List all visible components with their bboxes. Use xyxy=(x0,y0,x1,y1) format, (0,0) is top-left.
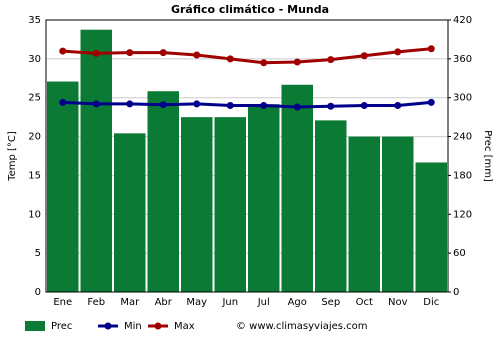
line xyxy=(62,47,432,65)
point xyxy=(159,101,167,109)
point xyxy=(126,100,134,108)
chart-title: Gráfico climático - Munda xyxy=(171,3,329,16)
point xyxy=(59,98,67,106)
point xyxy=(394,101,402,109)
watermark: © www.climasyviajes.com xyxy=(236,321,368,332)
y2-tick-label: 420 xyxy=(453,15,472,26)
y2-tick-label: 180 xyxy=(453,170,472,181)
point xyxy=(226,101,234,109)
y-tick-label: 30 xyxy=(28,54,41,65)
x-tick-label: Dic xyxy=(423,297,439,308)
point xyxy=(193,51,201,59)
point xyxy=(59,47,67,55)
bar xyxy=(315,120,347,292)
bar xyxy=(248,104,280,292)
bar xyxy=(181,117,213,293)
legend-swatch xyxy=(104,322,112,330)
point xyxy=(92,100,100,108)
x-tick-label: Jun xyxy=(221,297,238,308)
point xyxy=(293,103,301,111)
legend-swatch xyxy=(25,321,45,331)
y-tick-label: 25 xyxy=(28,93,41,104)
y2-tick-label: 120 xyxy=(453,209,472,220)
x-tick-label: Sep xyxy=(321,297,340,308)
point xyxy=(260,59,268,67)
point xyxy=(293,58,301,66)
plot-frame xyxy=(45,19,449,293)
point xyxy=(327,56,335,64)
point xyxy=(159,49,167,57)
point xyxy=(92,49,100,57)
bar xyxy=(147,91,179,292)
y2-tick-label: 360 xyxy=(453,54,472,65)
x-tick-label: Nov xyxy=(388,297,408,308)
legend-label: Max xyxy=(174,321,195,332)
bar xyxy=(114,133,146,292)
y-tick-label: 20 xyxy=(28,132,41,143)
x-tick-label: Mar xyxy=(120,297,140,308)
y-tick-label: 10 xyxy=(28,209,41,220)
bar xyxy=(281,84,313,292)
bar xyxy=(214,117,246,293)
legend-label: Prec xyxy=(51,321,72,332)
bar xyxy=(382,136,414,292)
bar xyxy=(348,136,380,292)
y-axis-label: Temp [°C] xyxy=(7,131,18,182)
x-tick-label: Feb xyxy=(87,297,105,308)
x-tick-label: Ene xyxy=(53,297,72,308)
bar xyxy=(47,81,79,293)
y2-axis-label: Prec [mm] xyxy=(482,130,493,182)
legend-swatch xyxy=(154,322,162,330)
y2-tick-label: 240 xyxy=(453,132,472,143)
y-tick-label: 5 xyxy=(35,248,41,259)
point xyxy=(360,101,368,109)
y2-tick-label: 60 xyxy=(453,248,466,259)
bar xyxy=(415,162,447,292)
y2-tick-label: 300 xyxy=(453,93,472,104)
y-tick-label: 35 xyxy=(28,15,41,26)
point xyxy=(226,55,234,63)
x-tick-label: Abr xyxy=(155,297,173,308)
point xyxy=(126,49,134,57)
x-tick-label: Ago xyxy=(288,297,307,308)
legend-label: Min xyxy=(124,321,142,332)
y2-tick-label: 0 xyxy=(453,287,459,298)
x-tick-label: Oct xyxy=(356,297,373,308)
point xyxy=(427,98,435,106)
point xyxy=(394,48,402,56)
point xyxy=(193,100,201,108)
y-tick-label: 15 xyxy=(28,170,41,181)
bar xyxy=(80,29,112,292)
point xyxy=(260,101,268,109)
point xyxy=(327,102,335,110)
x-tick-label: May xyxy=(186,297,207,308)
y-tick-label: 0 xyxy=(35,287,41,298)
point xyxy=(427,45,435,53)
line xyxy=(62,100,432,109)
x-tick-label: Jul xyxy=(257,297,270,308)
point xyxy=(360,52,368,60)
